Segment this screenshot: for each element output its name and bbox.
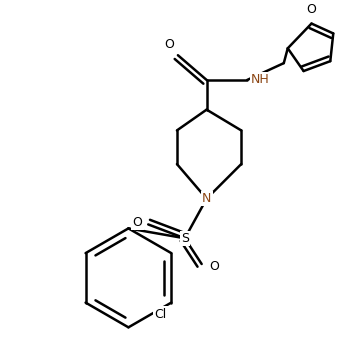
Text: O: O (306, 3, 316, 15)
Text: O: O (164, 38, 174, 51)
Text: O: O (210, 261, 219, 274)
Text: N: N (202, 192, 211, 205)
Text: NH: NH (251, 73, 270, 86)
Text: O: O (133, 216, 142, 229)
Text: Cl: Cl (154, 307, 166, 320)
Text: S: S (181, 232, 189, 245)
